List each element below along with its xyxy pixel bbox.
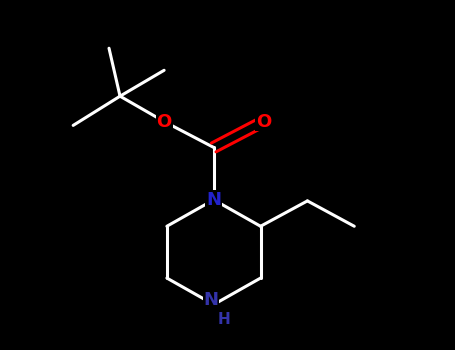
Text: N: N	[203, 291, 218, 309]
Text: N: N	[206, 191, 221, 209]
Text: O: O	[256, 113, 271, 131]
Text: O: O	[157, 113, 172, 131]
Text: H: H	[217, 313, 230, 328]
